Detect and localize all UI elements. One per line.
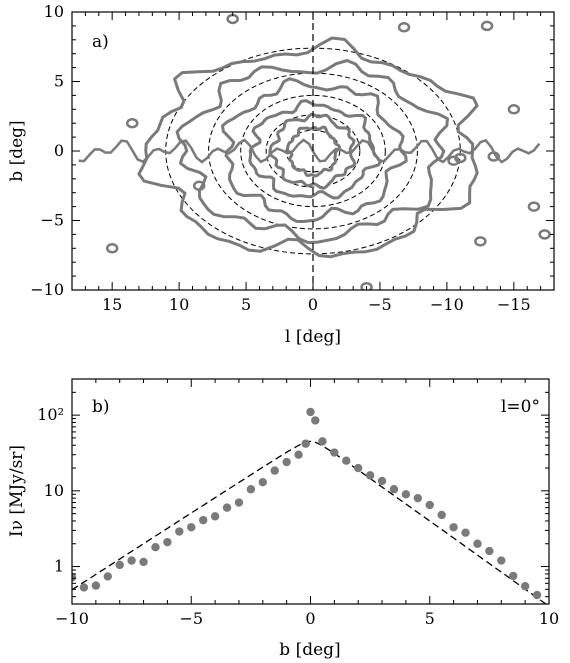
panel-b-label: b) — [92, 397, 110, 417]
data-point-19 — [294, 450, 303, 459]
data-point-35 — [461, 528, 470, 537]
panel-a-contour-map: 15 10 5 0 −5 −10 −15 10 5 0 −5 −10 a) l [deg] b [de… — [7, 2, 555, 347]
data-point-2 — [91, 581, 101, 590]
data-point-26 — [354, 463, 363, 473]
panel-b-ticks: −10 −5 0 5 10 1 10 10² — [37, 378, 559, 628]
data-blob-2 — [480, 20, 494, 32]
b-xtick-label: 10 — [539, 609, 559, 628]
data-contour-4 — [175, 59, 449, 245]
panel-b-profile: −10 −5 0 5 10 1 10 10² b) l=0° b [deg] Iν [MJy/… — [7, 378, 559, 660]
data-point-11 — [198, 515, 208, 525]
data-blob-10 — [447, 155, 460, 166]
data-point-20 — [301, 439, 310, 448]
data-blob-7 — [527, 201, 541, 212]
b-xtick-label: −10 — [55, 609, 89, 628]
data-blob-0 — [226, 13, 239, 25]
data-point-15 — [246, 485, 256, 494]
data-point-37 — [485, 546, 494, 556]
a-ytick-label: 5 — [54, 72, 64, 91]
data-point-1 — [79, 583, 89, 592]
b-xtick-label: 0 — [305, 609, 315, 628]
a-ytick-label: 0 — [54, 141, 64, 160]
panel-a-label: a) — [92, 32, 109, 52]
a-ytick-label: −5 — [40, 211, 64, 230]
a-xtick-label: −15 — [497, 295, 531, 314]
data-blob-11 — [487, 151, 500, 162]
data-blob-5 — [360, 281, 373, 290]
data-point-29 — [389, 485, 399, 494]
data-point-30 — [401, 490, 411, 499]
data-point-27 — [365, 471, 375, 480]
b-ytick-label: 10² — [37, 405, 64, 424]
data-point-25 — [342, 456, 351, 465]
data-blob-13 — [507, 104, 521, 115]
data-point-22 — [311, 416, 320, 425]
data-point-8 — [163, 537, 172, 547]
b-ytick-label: 10 — [44, 481, 64, 500]
data-point-6 — [139, 557, 148, 567]
data-point-38 — [497, 556, 506, 565]
data-blob-6 — [538, 229, 551, 240]
data-point-32 — [425, 500, 434, 510]
data-point-39 — [509, 571, 518, 581]
data-blob-3 — [192, 180, 206, 191]
model-contour-2 — [240, 94, 386, 208]
panel-b-data-points — [72, 407, 542, 600]
data-blob-12 — [126, 117, 139, 129]
data-point-9 — [175, 527, 184, 536]
a-xtick-label: 10 — [169, 295, 189, 314]
a-xtick-label: 5 — [241, 295, 251, 314]
data-point-18 — [282, 457, 291, 467]
data-point-31 — [413, 493, 423, 503]
data-point-36 — [473, 539, 482, 548]
data-point-41 — [532, 590, 542, 600]
model-line — [72, 440, 548, 604]
data-point-16 — [258, 478, 267, 487]
data-contour-0 — [285, 125, 342, 178]
data-blob-8 — [474, 236, 487, 247]
data-point-33 — [437, 510, 446, 520]
panel-b-ylabel: Iν [MJy/sr] — [7, 445, 27, 537]
a-xtick-label: 0 — [308, 295, 318, 314]
a-xtick-label: 15 — [102, 295, 122, 314]
data-point-12 — [210, 512, 220, 521]
panel-a-data-contours — [78, 13, 551, 290]
panel-a-ticks: 15 10 5 0 −5 −10 −15 10 5 0 −5 −10 — [30, 2, 555, 314]
panel-a-xlabel: l [deg] — [285, 327, 341, 347]
data-point-5 — [127, 556, 136, 565]
b-ytick-label: 1 — [54, 557, 64, 576]
data-blob-4 — [105, 243, 119, 254]
data-point-28 — [377, 476, 387, 486]
a-xtick-label: −5 — [368, 295, 392, 314]
data-point-21 — [306, 407, 315, 417]
panel-a-ylabel: b [deg] — [7, 120, 27, 181]
data-contour-1 — [268, 112, 357, 190]
data-point-34 — [449, 523, 458, 532]
data-point-13 — [222, 503, 232, 512]
panel-b-xlabel: b [deg] — [279, 640, 340, 660]
a-ytick-label: −10 — [30, 280, 64, 299]
data-point-14 — [234, 498, 244, 507]
b-xtick-label: −5 — [179, 609, 203, 628]
a-ytick-label: 10 — [44, 2, 64, 21]
model-contour-0 — [285, 129, 341, 173]
panel-b-annotation: l=0° — [501, 397, 540, 417]
data-point-0 — [72, 573, 77, 582]
data-point-23 — [318, 437, 327, 446]
a-xtick-label: −10 — [430, 295, 464, 314]
data-plane-contour — [78, 138, 541, 164]
data-point-24 — [330, 448, 339, 457]
data-point-4 — [115, 560, 124, 570]
data-point-17 — [270, 466, 279, 475]
data-blob-1 — [397, 22, 411, 33]
data-point-3 — [103, 572, 112, 581]
panel-b-model-line — [72, 440, 548, 604]
data-point-40 — [520, 581, 530, 591]
model-contour-3 — [208, 72, 418, 230]
data-point-10 — [187, 523, 196, 532]
data-point-7 — [151, 543, 160, 552]
b-xtick-label: 5 — [425, 609, 435, 628]
